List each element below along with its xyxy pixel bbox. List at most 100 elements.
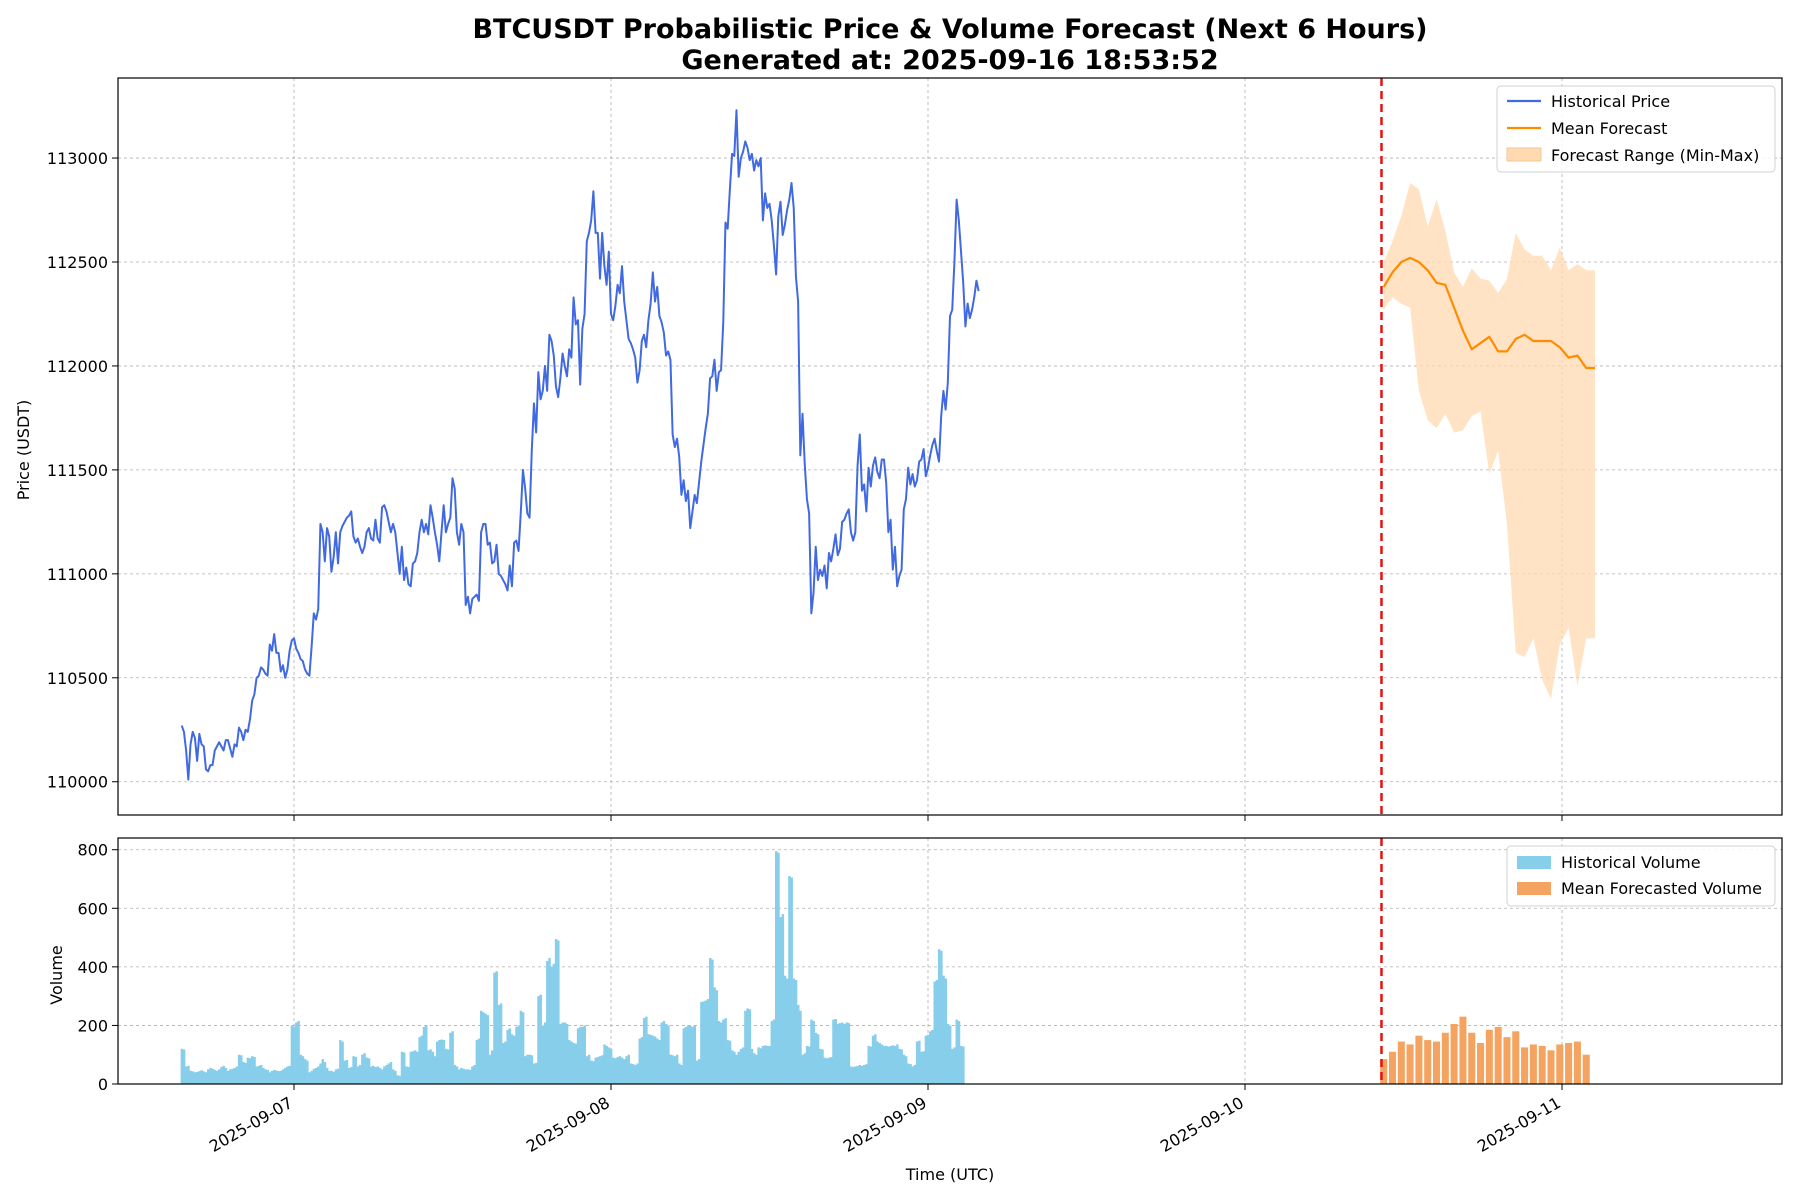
historical-volume-bar bbox=[728, 1040, 732, 1084]
historical-volume-bar bbox=[400, 1051, 404, 1084]
historical-volume-bar bbox=[788, 876, 791, 1084]
legend-swatch-forecast-range bbox=[1506, 147, 1542, 162]
forecast-volume-bar bbox=[1582, 1054, 1590, 1084]
historical-volume-bar bbox=[444, 1048, 448, 1084]
historical-volume-bar bbox=[867, 1045, 870, 1084]
historical-volume-bar bbox=[486, 1015, 490, 1084]
historical-volume-bar bbox=[198, 1071, 201, 1084]
historical-volume-bar bbox=[510, 1034, 514, 1084]
historical-volume-bar bbox=[561, 1022, 564, 1084]
historical-volume-bar bbox=[634, 1064, 637, 1084]
historical-volume-bar bbox=[270, 1070, 274, 1084]
historical-volume-bar bbox=[730, 1050, 734, 1084]
historical-volume-bar bbox=[550, 966, 553, 1084]
historical-volume-bar bbox=[790, 877, 793, 1084]
historical-volume-bar bbox=[896, 1044, 899, 1084]
historical-volume-bar bbox=[242, 1062, 245, 1084]
historical-volume-bar bbox=[801, 1054, 804, 1084]
historical-volume-bar bbox=[834, 1018, 837, 1084]
historical-volume-bar bbox=[752, 1053, 756, 1084]
historical-volume-bar bbox=[259, 1064, 263, 1084]
historical-volume-bar bbox=[962, 1046, 965, 1084]
forecast-volume-bar bbox=[1512, 1031, 1520, 1084]
historical-volume-bar bbox=[775, 851, 778, 1084]
historical-volume-bar bbox=[911, 1066, 914, 1084]
historical-volume-bar bbox=[746, 1008, 749, 1084]
historical-volume-bar bbox=[887, 1046, 890, 1084]
historical-volume-bar bbox=[391, 1069, 395, 1084]
historical-volume-bar bbox=[376, 1066, 380, 1084]
historical-volume-bar bbox=[706, 999, 710, 1084]
historical-volume-bar bbox=[180, 1048, 184, 1084]
historical-volume-bar bbox=[515, 1026, 518, 1084]
price-legend-box bbox=[1496, 85, 1776, 173]
historical-volume-bar bbox=[356, 1066, 360, 1084]
historical-volume-bar bbox=[297, 1021, 300, 1084]
historical-volume-bar bbox=[334, 1069, 338, 1084]
historical-volume-bar bbox=[849, 1066, 853, 1084]
historical-volume-bar bbox=[686, 1025, 690, 1084]
historical-volume-bar bbox=[352, 1056, 355, 1084]
historical-volume-bar bbox=[689, 1026, 692, 1084]
historical-volume-bar bbox=[288, 1065, 291, 1084]
historical-volume-bar bbox=[548, 958, 551, 1084]
historical-volume-bar bbox=[576, 1028, 580, 1084]
historical-volume-bar bbox=[240, 1055, 243, 1084]
historical-volume-bar bbox=[671, 1055, 675, 1084]
historical-volume-bar bbox=[268, 1072, 272, 1084]
historical-volume-bar bbox=[535, 1062, 538, 1084]
historical-volume-bar bbox=[317, 1066, 320, 1084]
historical-volume-bar bbox=[876, 1041, 879, 1084]
historical-volume-bar bbox=[200, 1070, 203, 1084]
historical-volume-bar bbox=[429, 1049, 432, 1084]
historical-volume-bar bbox=[948, 1025, 952, 1084]
historical-volume-bar bbox=[711, 959, 714, 1084]
historical-volume-bar bbox=[451, 1031, 454, 1084]
historical-volume-bar bbox=[889, 1045, 892, 1084]
x-tick-label: 2025-09-08 bbox=[523, 1093, 613, 1156]
historical-volume-bar bbox=[281, 1069, 285, 1084]
historical-volume-bar bbox=[330, 1070, 333, 1084]
historical-volume-bar bbox=[856, 1065, 859, 1084]
historical-volume-bar bbox=[816, 1034, 820, 1084]
historical-volume-bar bbox=[838, 1023, 842, 1084]
historical-volume-bar bbox=[680, 1064, 683, 1084]
historical-volume-bar bbox=[647, 1034, 650, 1084]
historical-volume-bar bbox=[863, 1064, 866, 1084]
historical-volume-bar bbox=[640, 1037, 644, 1084]
historical-volume-bar bbox=[878, 1043, 881, 1084]
historical-volume-bar bbox=[387, 1063, 391, 1084]
forecast-volume-bar bbox=[1485, 1029, 1493, 1084]
historical-volume-bar bbox=[885, 1045, 888, 1084]
historical-volume-bar bbox=[557, 940, 560, 1084]
historical-volume-bar bbox=[627, 1054, 631, 1084]
price-y-tick-label: 113000 bbox=[47, 149, 108, 168]
historical-volume-bar bbox=[207, 1069, 210, 1084]
historical-volume-bar bbox=[248, 1058, 252, 1084]
forecast-volume-bar bbox=[1556, 1044, 1564, 1084]
historical-volume-bar bbox=[231, 1068, 234, 1084]
historical-volume-bar bbox=[427, 1050, 430, 1084]
historical-volume-bar bbox=[204, 1072, 208, 1084]
historical-volume-bar bbox=[385, 1064, 388, 1084]
historical-volume-bar bbox=[491, 1050, 494, 1084]
historical-volume-bar bbox=[471, 1066, 474, 1084]
historical-volume-bar bbox=[328, 1070, 331, 1084]
historical-volume-bar bbox=[786, 978, 789, 1084]
historical-volume-bar bbox=[495, 971, 498, 1084]
historical-volume-bar bbox=[724, 1018, 727, 1084]
legend-label-historical-volume: Historical Volume bbox=[1561, 853, 1701, 872]
historical-volume-bar bbox=[565, 1023, 569, 1084]
historical-volume-bar bbox=[702, 1001, 705, 1084]
historical-volume-bar bbox=[325, 1067, 329, 1084]
historical-volume-bar bbox=[739, 1048, 743, 1084]
historical-volume-bar bbox=[722, 1019, 725, 1084]
historical-volume-bar bbox=[411, 1051, 415, 1084]
historical-volume-bar bbox=[678, 1063, 681, 1084]
historical-volume-bar bbox=[341, 1041, 344, 1084]
historical-volume-bar bbox=[517, 1025, 520, 1084]
historical-volume-bar bbox=[257, 1065, 261, 1084]
forecast-volume-bar bbox=[1573, 1041, 1581, 1084]
historical-volume-bar bbox=[953, 1047, 956, 1084]
historical-volume-bar bbox=[612, 1057, 615, 1084]
